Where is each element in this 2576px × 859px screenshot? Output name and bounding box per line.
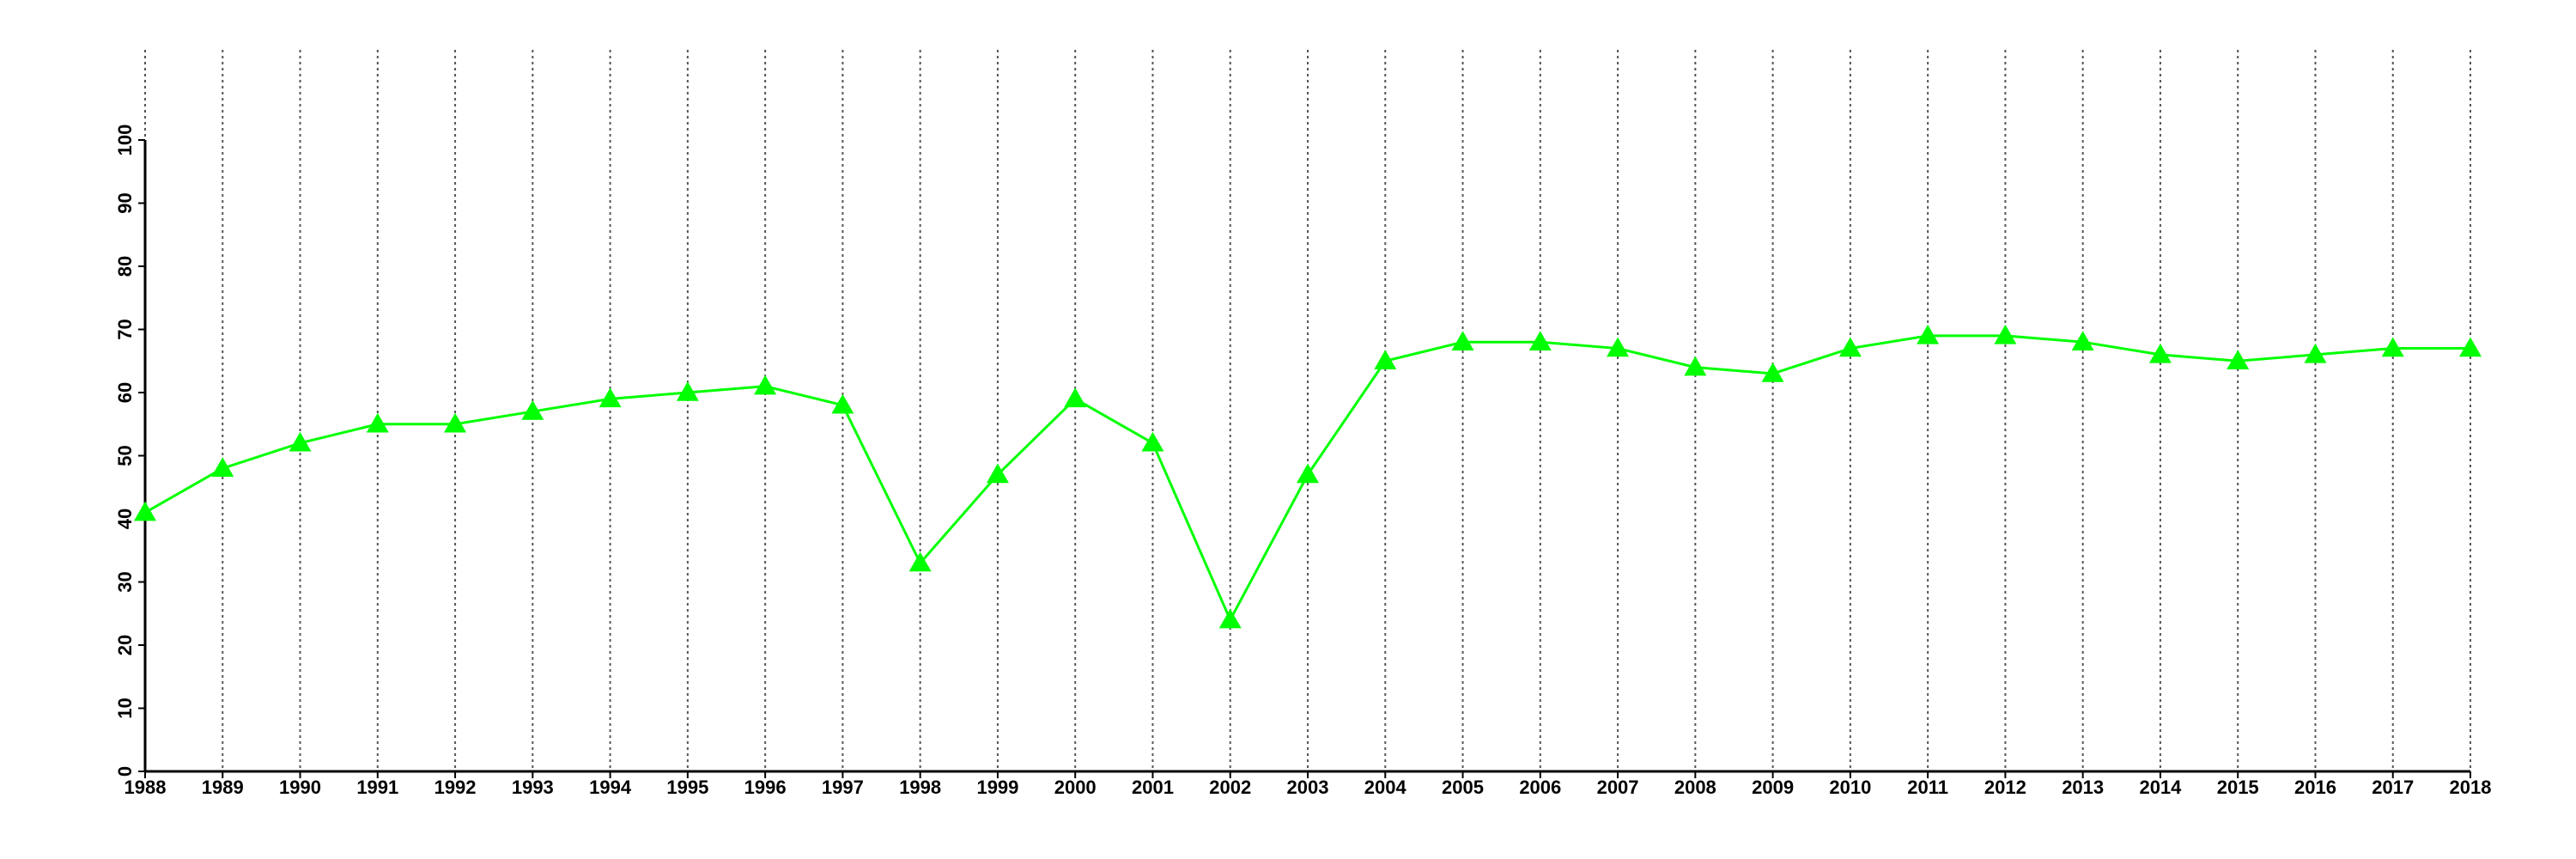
marker [2227,350,2250,369]
y-tick-label: 70 [114,319,136,339]
x-tick-label: 2001 [1132,777,1174,798]
x-tick-label: 1988 [125,777,167,798]
x-tick-label: 2000 [1054,777,1097,798]
y-tick-label: 40 [114,509,136,529]
marker [1451,331,1474,350]
marker [676,381,699,401]
x-tick-label: 2018 [2450,777,2492,798]
marker [1218,608,1242,629]
x-tick-label: 2006 [1519,777,1561,798]
marker [1374,350,1397,369]
x-tick-label: 1994 [589,777,632,798]
marker [598,387,622,408]
marker [831,393,854,414]
y-tick-label: 100 [114,125,136,156]
y-tick-label: 60 [114,382,136,403]
marker [1141,431,1164,452]
x-tick-label: 2002 [1209,777,1251,798]
x-tick-label: 2008 [1674,777,1716,798]
marker [2148,343,2172,363]
x-tick-label: 2011 [1907,777,1948,798]
marker [2071,331,2094,350]
x-tick-label: 2010 [1829,777,1871,798]
x-tick-label: 2012 [1984,777,2026,798]
y-tick-label: 10 [114,698,136,718]
x-tick-label: 1990 [279,777,321,798]
marker [986,463,1009,484]
marker [1528,331,1552,350]
marker [2381,337,2404,357]
marker [1064,387,1087,408]
x-tick-label: 2007 [1597,777,1639,798]
marker [1607,337,1630,357]
marker [1994,324,2017,344]
x-tick-label: 1993 [512,777,554,798]
x-tick-label: 2015 [2217,777,2259,798]
y-tick-label: 30 [114,571,136,592]
marker [1761,362,1784,382]
y-tick-label: 80 [114,256,136,277]
y-tick-label: 20 [114,635,136,655]
x-tick-label: 1997 [822,777,864,798]
x-tick-label: 1995 [666,777,708,798]
marker [2304,343,2327,363]
x-tick-label: 1999 [976,777,1018,798]
x-tick-label: 2014 [2139,777,2182,798]
marker [366,412,389,433]
x-tick-label: 1992 [434,777,477,798]
marker [444,412,467,433]
marker [289,431,312,452]
marker [134,501,156,521]
x-tick-label: 2004 [1364,777,1407,798]
y-tick-label: 50 [114,445,136,466]
x-tick-label: 1989 [202,777,244,798]
marker [908,551,932,572]
marker [521,400,544,420]
marker [1684,356,1707,376]
x-tick-label: 2003 [1287,777,1329,798]
marker [754,375,777,395]
x-tick-label: 1998 [899,777,941,798]
x-tick-label: 1996 [744,777,787,798]
marker [1297,463,1319,484]
x-tick-label: 2013 [2062,777,2104,798]
x-tick-label: 2009 [1752,777,1794,798]
x-tick-label: 1991 [356,777,398,798]
marker [1838,337,1862,357]
y-tick-label: 0 [114,766,136,777]
x-tick-label: 2017 [2372,777,2414,798]
marker [2459,337,2482,357]
x-tick-label: 2016 [2294,777,2336,798]
marker [211,457,234,477]
marker [1917,324,1940,344]
x-tick-label: 2005 [1442,777,1484,798]
y-tick-label: 90 [114,192,136,213]
